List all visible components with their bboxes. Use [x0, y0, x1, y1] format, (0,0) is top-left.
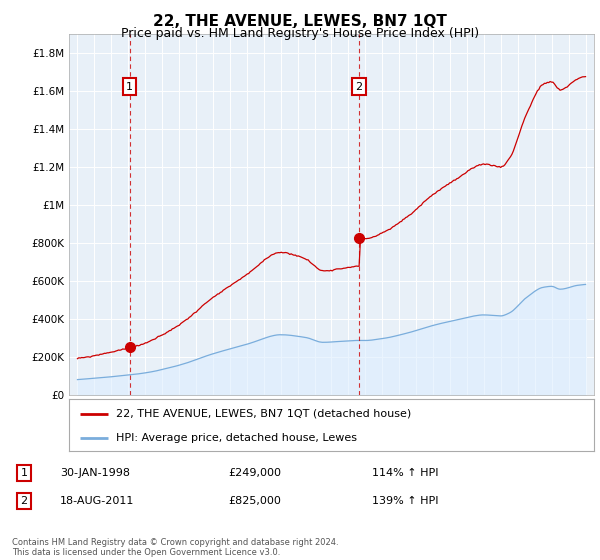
- Text: 139% ↑ HPI: 139% ↑ HPI: [372, 496, 439, 506]
- Text: HPI: Average price, detached house, Lewes: HPI: Average price, detached house, Lewe…: [116, 433, 357, 443]
- Text: 22, THE AVENUE, LEWES, BN7 1QT: 22, THE AVENUE, LEWES, BN7 1QT: [153, 14, 447, 29]
- Text: £249,000: £249,000: [228, 468, 281, 478]
- Text: 1: 1: [126, 82, 133, 92]
- Text: 2: 2: [356, 82, 362, 92]
- Text: 2: 2: [20, 496, 28, 506]
- Text: £825,000: £825,000: [228, 496, 281, 506]
- Text: 18-AUG-2011: 18-AUG-2011: [60, 496, 134, 506]
- Text: Contains HM Land Registry data © Crown copyright and database right 2024.
This d: Contains HM Land Registry data © Crown c…: [12, 538, 338, 557]
- Text: 114% ↑ HPI: 114% ↑ HPI: [372, 468, 439, 478]
- Text: Price paid vs. HM Land Registry's House Price Index (HPI): Price paid vs. HM Land Registry's House …: [121, 27, 479, 40]
- Text: 30-JAN-1998: 30-JAN-1998: [60, 468, 130, 478]
- Text: 22, THE AVENUE, LEWES, BN7 1QT (detached house): 22, THE AVENUE, LEWES, BN7 1QT (detached…: [116, 409, 412, 419]
- Text: 1: 1: [20, 468, 28, 478]
